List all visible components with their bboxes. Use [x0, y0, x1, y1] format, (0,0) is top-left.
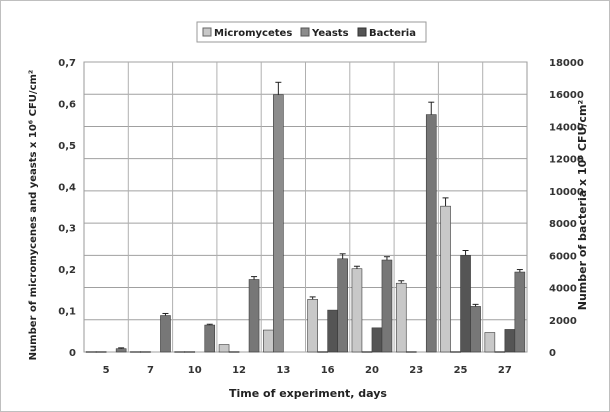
bar	[248, 279, 260, 353]
bar	[405, 351, 417, 353]
bar	[351, 268, 363, 353]
legend-box	[196, 21, 427, 43]
bar	[425, 114, 437, 353]
y-left-tick-label: 0,7	[58, 58, 76, 69]
y-right-tick-label: 4000	[549, 284, 577, 295]
bar	[174, 351, 186, 353]
x-tick-label: 13	[276, 365, 290, 376]
bar	[395, 282, 407, 353]
bar	[317, 351, 328, 353]
y-right-tick-label: 2000	[549, 316, 577, 327]
bar	[440, 205, 451, 353]
bar	[184, 351, 196, 353]
x-tick-label: 23	[409, 365, 423, 376]
bar	[381, 259, 393, 353]
y-left-tick-label: 0,2	[58, 265, 76, 276]
legend-label-micromycetes: Micromycetes	[214, 28, 292, 39]
bar	[470, 306, 481, 353]
legend: Micromycetes Yeasts Bacteria	[196, 21, 427, 43]
y-right-tick-label: 6000	[549, 251, 577, 262]
bar	[337, 258, 348, 353]
bar	[140, 351, 151, 353]
x-tick-label: 20	[365, 365, 379, 376]
bar	[460, 255, 471, 353]
bars	[85, 81, 526, 353]
y-right-tick-label: 8000	[549, 219, 577, 230]
bar	[263, 329, 274, 353]
bar	[95, 351, 107, 353]
y-left-tick-label: 0,4	[58, 182, 76, 193]
legend-label-bacteria: Bacteria	[369, 28, 416, 39]
x-tick-label: 12	[232, 365, 246, 376]
legend-swatch-micromycetes	[202, 27, 212, 37]
legend-swatch-yeasts	[300, 27, 310, 37]
bar	[160, 315, 171, 353]
y-right-tick-label: 18000	[549, 58, 584, 69]
ticks: 0 2000 4000 6000 8000 10000 12000 14000 16000 180…	[58, 58, 584, 376]
bar	[130, 351, 141, 353]
bar	[228, 351, 240, 353]
y-right-tick-label: 16000	[549, 90, 584, 101]
x-tick-label: 5	[103, 365, 110, 376]
y-right-tick-label: 14000	[549, 122, 584, 133]
y-axis-left-label: Number of micromycenes and yeasts x 10⁶ …	[28, 70, 39, 361]
bar	[361, 351, 373, 353]
x-tick-label: 27	[498, 365, 512, 376]
bar	[371, 327, 383, 353]
bar	[504, 329, 516, 353]
legend-label-yeasts: Yeasts	[311, 28, 349, 39]
y-left-tick-label: 0,5	[58, 141, 76, 152]
y-axis-right-label: Number of bacteria x 10⁶ CFU/cm²	[576, 100, 589, 311]
bar	[204, 324, 216, 353]
y-left-tick-label: 0,6	[58, 99, 76, 110]
x-tick-label: 25	[454, 365, 468, 376]
x-tick-label: 10	[188, 365, 202, 376]
y-right-tick-label: 10000	[549, 187, 584, 198]
bar	[484, 332, 496, 353]
bar	[307, 299, 318, 353]
bar	[327, 309, 338, 353]
x-tick-label: 16	[321, 365, 335, 376]
y-left-tick-label: 0,1	[58, 307, 76, 318]
bar	[450, 351, 461, 353]
grid	[83, 61, 528, 353]
y-left-tick-label: 0	[69, 348, 76, 359]
bar	[494, 351, 506, 353]
x-tick-label: 7	[147, 365, 154, 376]
y-right-tick-label: 12000	[549, 155, 584, 166]
bar	[115, 348, 127, 353]
bar	[85, 351, 97, 353]
y-right-tick-label: 0	[549, 348, 556, 359]
bar	[273, 94, 284, 353]
legend-swatch-bacteria	[357, 27, 367, 37]
x-axis-label: Time of experiment, days	[229, 387, 387, 400]
bar	[514, 271, 526, 353]
bar	[218, 344, 230, 353]
y-left-tick-label: 0,3	[58, 224, 76, 235]
